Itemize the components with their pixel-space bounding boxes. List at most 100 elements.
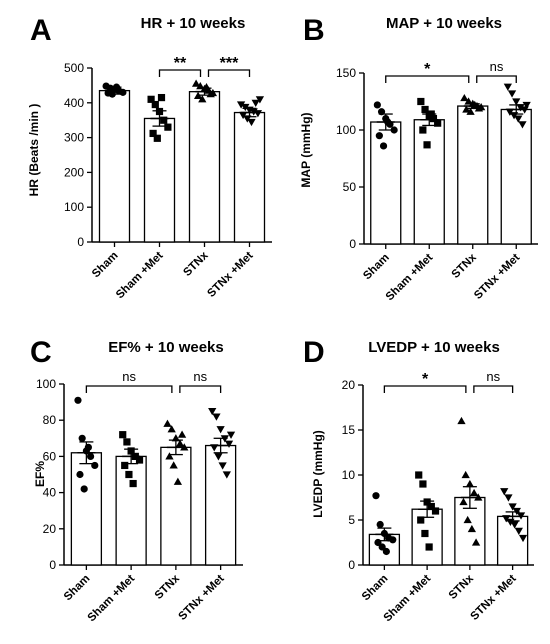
significance-label: * xyxy=(422,371,429,388)
data-point xyxy=(214,453,223,461)
data-point xyxy=(425,543,433,551)
data-point xyxy=(379,142,388,150)
y-tick-label: 0 xyxy=(349,237,356,251)
data-point xyxy=(163,419,172,427)
data-point xyxy=(175,439,185,447)
bar xyxy=(160,446,192,566)
data-point xyxy=(423,141,431,149)
y-tick-label: 300 xyxy=(64,131,84,145)
data-point xyxy=(427,502,435,511)
data-point xyxy=(419,480,427,488)
significance-bracket xyxy=(385,75,470,83)
data-point xyxy=(76,470,84,479)
significance-label: ns xyxy=(193,369,207,384)
bar xyxy=(233,111,266,243)
data-point xyxy=(463,515,472,524)
data-point xyxy=(461,470,470,479)
data-point xyxy=(151,100,159,109)
data-point xyxy=(78,434,86,442)
data-point xyxy=(421,105,429,114)
data-point xyxy=(459,497,468,506)
data-point xyxy=(238,111,248,120)
data-point xyxy=(471,538,481,546)
y-tick-label: 20 xyxy=(43,522,57,536)
data-point xyxy=(382,547,390,556)
data-point xyxy=(503,83,512,91)
chart-title: MAP + 10 weeks xyxy=(386,15,502,32)
data-point xyxy=(372,492,380,500)
data-point xyxy=(80,485,88,493)
data-point xyxy=(198,95,207,103)
y-tick-label: 100 xyxy=(336,123,356,137)
data-point xyxy=(224,440,234,448)
data-point xyxy=(508,503,517,511)
data-point xyxy=(218,462,227,470)
data-point xyxy=(460,93,469,102)
data-point xyxy=(505,108,514,116)
data-point xyxy=(514,527,523,535)
data-point xyxy=(429,115,438,123)
data-point xyxy=(153,134,161,142)
y-axis-label: LVEDP (mmHg) xyxy=(311,430,325,518)
significance-label: ** xyxy=(174,55,187,72)
data-point xyxy=(434,119,442,127)
y-tick-label: 400 xyxy=(64,96,84,110)
data-point xyxy=(522,101,531,110)
data-point xyxy=(177,430,187,438)
data-point xyxy=(467,524,477,533)
data-point xyxy=(191,79,201,87)
bar xyxy=(188,91,221,243)
significance-label: * xyxy=(424,61,431,78)
y-axis-label: EF% xyxy=(33,461,47,487)
y-tick-label: 150 xyxy=(336,66,356,80)
data-point xyxy=(164,123,172,131)
data-point xyxy=(378,543,386,551)
y-tick-label: 0 xyxy=(348,558,355,572)
data-point xyxy=(169,461,178,469)
chart-title: EF% + 10 weeks xyxy=(108,339,224,356)
data-point xyxy=(216,426,225,434)
y-tick-label: 200 xyxy=(64,165,84,179)
data-point xyxy=(121,461,129,470)
data-point xyxy=(518,121,527,129)
data-point xyxy=(135,456,144,464)
data-point xyxy=(119,431,127,439)
data-point xyxy=(241,103,250,112)
significance-label: *** xyxy=(220,55,239,72)
data-point xyxy=(165,452,174,460)
data-point xyxy=(507,90,517,98)
significance-bracket xyxy=(476,75,517,83)
data-point xyxy=(167,425,176,433)
significance-bracket xyxy=(383,385,467,393)
data-point xyxy=(469,488,479,497)
data-point xyxy=(390,126,398,134)
data-point xyxy=(376,520,384,529)
data-point xyxy=(421,529,429,538)
data-point xyxy=(457,416,466,425)
y-tick-label: 60 xyxy=(43,449,57,463)
data-point xyxy=(465,479,475,488)
bar xyxy=(70,452,103,566)
data-point xyxy=(518,534,528,543)
y-tick-label: 20 xyxy=(342,378,356,392)
y-axis-label: HR (Beats /min ) xyxy=(27,104,41,197)
bar xyxy=(457,105,489,245)
y-tick-label: 50 xyxy=(343,180,357,194)
y-tick-label: 0 xyxy=(49,558,56,572)
data-point xyxy=(86,452,95,460)
data-point xyxy=(160,116,168,124)
y-tick-label: 15 xyxy=(342,423,356,437)
data-point xyxy=(149,129,157,138)
data-point xyxy=(251,99,260,107)
significance-bracket xyxy=(473,385,514,393)
y-tick-label: 80 xyxy=(43,413,57,427)
data-point xyxy=(91,461,99,470)
data-point xyxy=(417,97,425,106)
data-point xyxy=(123,438,131,446)
data-point xyxy=(226,431,236,439)
significance-bracket xyxy=(207,69,251,77)
significance-bracket xyxy=(158,69,202,77)
panel-letter: C xyxy=(30,336,52,369)
data-point xyxy=(375,132,383,140)
